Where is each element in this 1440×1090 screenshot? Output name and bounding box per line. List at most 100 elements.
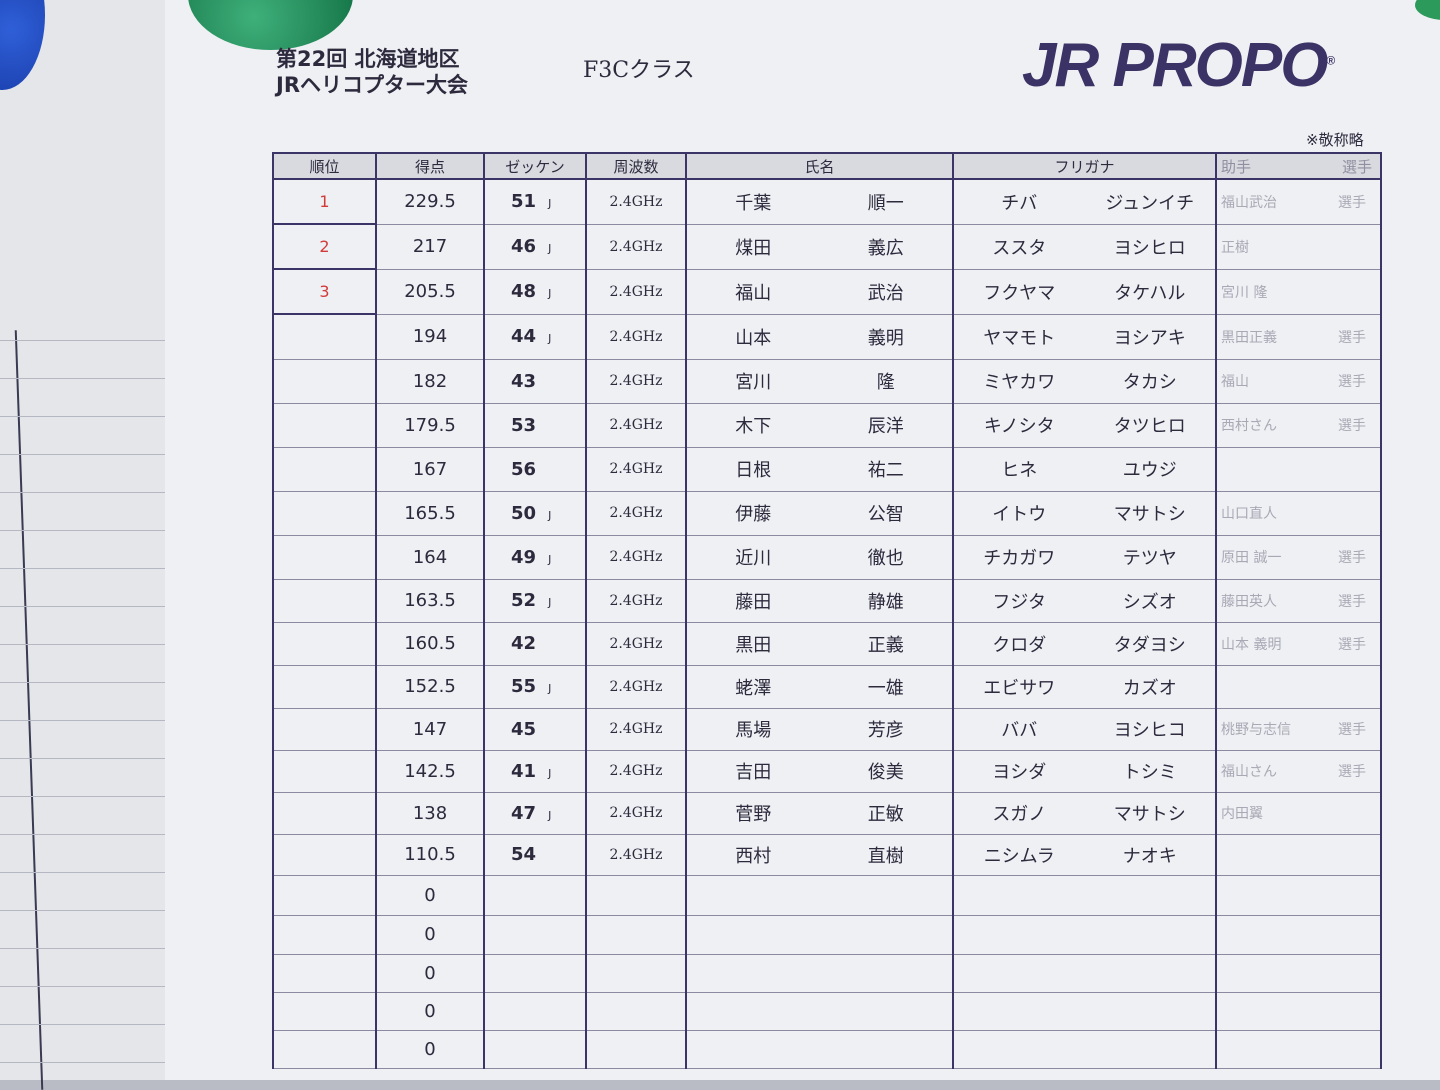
frequency-cell bbox=[585, 992, 687, 1031]
score-cell: 142.5 bbox=[375, 750, 485, 793]
bib-number: 41 bbox=[511, 760, 537, 782]
kana-given: カズオ bbox=[1122, 677, 1177, 699]
name-cell: 馬場 芳彦 bbox=[685, 708, 954, 751]
kana-family: ミヤカワ bbox=[983, 372, 1056, 393]
number-cell: 45 bbox=[483, 708, 587, 751]
given-name: 辰洋 bbox=[867, 416, 904, 437]
header-rank: 順位 bbox=[272, 152, 377, 180]
helper-cell: 選手 福山武治 bbox=[1215, 179, 1382, 225]
kana-family: スガノ bbox=[992, 804, 1047, 825]
number-cell: 50 J bbox=[483, 491, 587, 536]
number-cell: 51 J bbox=[483, 179, 587, 225]
header-number: ゼッケン bbox=[483, 152, 587, 180]
helper-name: 正樹 bbox=[1221, 239, 1249, 256]
helper-name: 内田翼 bbox=[1221, 806, 1263, 822]
score-cell: 229.5 bbox=[375, 179, 485, 225]
number-cell bbox=[483, 875, 587, 916]
helper-role: 選手 bbox=[1338, 593, 1366, 610]
frequency-cell: 2.4GHz bbox=[585, 834, 687, 876]
name-cell bbox=[685, 915, 954, 955]
number-cell bbox=[483, 915, 587, 955]
kana-cell: ヤマモト ヨシアキ bbox=[952, 314, 1217, 360]
helper-cell: 山口直人 bbox=[1215, 491, 1382, 536]
number-cell: 55 J bbox=[483, 665, 587, 709]
ruled-line bbox=[0, 910, 190, 911]
table-row: 163.5 52 J 2.4GHz 藤田 静雄 フジタ シズオ 選手 藤田英人 bbox=[272, 579, 1382, 623]
kana-given: シズオ bbox=[1122, 591, 1177, 613]
kana-family: チカガワ bbox=[983, 548, 1056, 569]
kana-given: ジュンイチ bbox=[1105, 192, 1195, 214]
kana-given: マサトシ bbox=[1113, 504, 1186, 525]
rank-cell bbox=[272, 447, 377, 492]
table-row: 152.5 55 J 2.4GHz 蛯澤 一雄 エビサワ カズオ bbox=[272, 665, 1382, 709]
helper-name: 宮川 隆 bbox=[1221, 284, 1268, 301]
name-cell: 山本 義明 bbox=[685, 314, 954, 360]
given-name: 祐二 bbox=[867, 460, 904, 481]
helper-cell bbox=[1215, 834, 1382, 876]
header-kana: フリガナ bbox=[952, 152, 1217, 180]
helper-name: 福山さん bbox=[1221, 764, 1277, 780]
given-name: 武治 bbox=[867, 282, 904, 304]
number-cell: 43 bbox=[483, 359, 587, 404]
ruled-line bbox=[0, 1062, 190, 1063]
kana-family: ススタ bbox=[992, 237, 1047, 259]
helper-cell bbox=[1215, 1030, 1382, 1069]
frequency-cell: 2.4GHz bbox=[585, 622, 687, 666]
frequency-cell: 2.4GHz bbox=[585, 792, 687, 835]
kana-given: タツヒロ bbox=[1113, 416, 1186, 437]
table-row: 147 45 2.4GHz 馬場 芳彦 ババ ヨシヒコ 選手 桃野与志信 bbox=[272, 708, 1382, 751]
table-row: 138 47 J 2.4GHz 菅野 正敏 スガノ マサトシ 内田翼 bbox=[272, 792, 1382, 835]
name-cell: 宮川 隆 bbox=[685, 359, 954, 404]
given-name: 義明 bbox=[867, 327, 904, 349]
frequency-cell bbox=[585, 954, 687, 993]
given-name: 徹也 bbox=[867, 548, 904, 569]
name-cell bbox=[685, 875, 954, 916]
helper-cell bbox=[1215, 665, 1382, 709]
kana-family: クロダ bbox=[992, 634, 1047, 656]
name-cell: 菅野 正敏 bbox=[685, 792, 954, 835]
kana-cell bbox=[952, 954, 1217, 993]
name-cell: 近川 徹也 bbox=[685, 535, 954, 580]
j-mark: J bbox=[548, 332, 552, 345]
table-row: 160.5 42 2.4GHz 黒田 正義 クロダ タダヨシ 選手 山本 義明 bbox=[272, 622, 1382, 666]
helper-cell: 選手 山本 義明 bbox=[1215, 622, 1382, 666]
helper-cell: 宮川 隆 bbox=[1215, 269, 1382, 315]
bib-number: 44 bbox=[511, 326, 537, 347]
family-name: 馬場 bbox=[735, 720, 772, 741]
number-cell: 56 bbox=[483, 447, 587, 492]
helper-cell: 選手 福山 bbox=[1215, 359, 1382, 404]
table-row: 0 bbox=[272, 992, 1382, 1031]
helper-cell bbox=[1215, 915, 1382, 955]
helper-cell: 選手 原田 誠一 bbox=[1215, 535, 1382, 580]
event-title-line1: 第22回 北海道地区 bbox=[276, 47, 460, 71]
jr-propo-logo: JR PROPO® bbox=[1022, 31, 1335, 100]
frequency-cell: 2.4GHz bbox=[585, 708, 687, 751]
frequency-cell: 2.4GHz bbox=[585, 535, 687, 580]
helper-cell bbox=[1215, 954, 1382, 993]
helper-name: 黒田正義 bbox=[1221, 329, 1277, 346]
helper-role: 選手 bbox=[1338, 194, 1366, 211]
ruled-line bbox=[0, 986, 190, 987]
family-name: 伊藤 bbox=[735, 504, 772, 525]
kana-family: ニシムラ bbox=[983, 845, 1055, 867]
logo-text: JR PROPO bbox=[1022, 31, 1328, 100]
table-header: 順位 得点 ゼッケン 周波数 氏名 フリガナ 選手 助手 bbox=[272, 152, 1382, 180]
rank-cell bbox=[272, 792, 377, 835]
rank-cell bbox=[272, 491, 377, 536]
frequency-cell: 2.4GHz bbox=[585, 179, 687, 225]
score-cell: 0 bbox=[375, 875, 485, 916]
table-row: 142.5 41 J 2.4GHz 吉田 俊美 ヨシダ トシミ 選手 福山さん bbox=[272, 750, 1382, 793]
number-cell: 47 J bbox=[483, 792, 587, 835]
name-cell: 千葉 順一 bbox=[685, 179, 954, 225]
score-cell: 163.5 bbox=[375, 579, 485, 623]
kana-family: ヤマモト bbox=[983, 327, 1056, 349]
name-cell: 日根 祐二 bbox=[685, 447, 954, 492]
name-cell: 蛯澤 一雄 bbox=[685, 665, 954, 709]
ruled-line bbox=[0, 568, 190, 569]
number-cell: 52 J bbox=[483, 579, 587, 623]
class-label: F3Cクラス bbox=[583, 58, 695, 83]
name-cell: 煤田 義広 bbox=[685, 224, 954, 270]
name-cell: 福山 武治 bbox=[685, 269, 954, 315]
given-name: 順一 bbox=[867, 192, 904, 214]
helper-cell bbox=[1215, 875, 1382, 916]
